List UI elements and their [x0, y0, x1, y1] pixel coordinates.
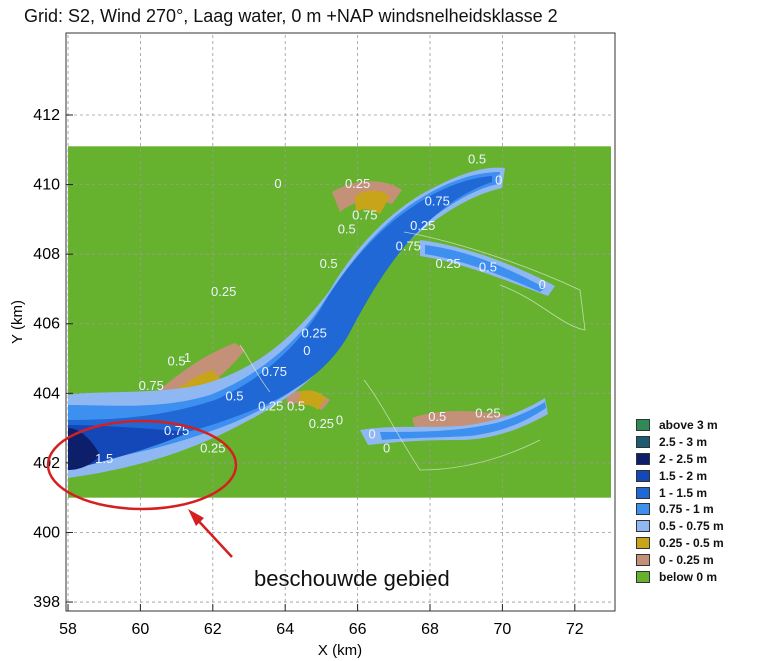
contour-label: 1.5: [95, 451, 113, 466]
legend-swatch: [636, 452, 650, 465]
legend-label: 0.25 - 0.5 m: [659, 535, 724, 550]
contour-label: 0.75: [396, 239, 421, 254]
contour-label: 0.5: [168, 353, 186, 368]
legend-label: 2 - 2.5 m: [659, 451, 708, 466]
contour-label: 0: [274, 176, 281, 191]
contour-label: 0.5: [338, 221, 356, 236]
contour-label: 0.25: [410, 218, 435, 233]
x-tick-label: 66: [349, 621, 367, 638]
legend-swatch: [636, 536, 650, 549]
deepest-blue-mouth: [68, 428, 100, 470]
y-tick-label: 408: [33, 246, 60, 263]
x-tick-label: 58: [59, 621, 77, 638]
contour-label: 0: [383, 440, 390, 455]
x-axis-label: X (km): [318, 642, 362, 659]
yellow-zone-centre: [298, 390, 326, 410]
legend-label: 1.5 - 2 m: [659, 468, 708, 483]
x-tick-label: 70: [494, 621, 512, 638]
y-tick-label: 410: [33, 177, 60, 194]
legend-swatch: [636, 503, 650, 516]
legend-item: below 0 m: [636, 568, 724, 585]
contour-label: 0: [495, 173, 502, 188]
legend-label: 0.75 - 1 m: [659, 502, 714, 517]
legend-swatch: [636, 486, 650, 499]
legend-swatch: [636, 570, 650, 583]
outline-contours: [239, 231, 586, 471]
annotation-arrow: [188, 509, 233, 558]
legend-item: above 3 m: [636, 417, 724, 434]
x-tick-label: 72: [566, 621, 584, 638]
contour-label: 0.25: [435, 256, 460, 271]
legend-swatch: [636, 520, 650, 533]
legend-item: 2 - 2.5 m: [636, 451, 724, 468]
legend-label: 1 - 1.5 m: [659, 485, 708, 500]
legend-label: 0.5 - 0.75 m: [659, 519, 724, 534]
legend-swatch: [636, 469, 650, 482]
y-tick-label: 404: [33, 385, 60, 402]
contour-label: 1: [184, 350, 191, 365]
contour-label: 0.25: [475, 406, 500, 421]
contour-label: 0.5: [479, 260, 497, 275]
y-tick-label: 406: [33, 316, 60, 333]
annotation-label: beschouwde gebied: [254, 566, 450, 591]
contour-label: 0.5: [320, 256, 338, 271]
contour-label: 0.25: [302, 326, 327, 341]
contour-label: 0.75: [164, 423, 189, 438]
outline-south: [363, 379, 541, 471]
contour-label: 0.25: [258, 399, 283, 414]
contour-label: 0.5: [287, 399, 305, 414]
contour-label: 0.5: [468, 152, 486, 167]
legend-label: above 3 m: [659, 418, 718, 433]
outline-west: [239, 344, 271, 393]
contour-label: 0.5: [225, 388, 243, 403]
legend-item: 0 - 0.25 m: [636, 551, 724, 568]
medium-blue-east-arm: [425, 245, 545, 292]
legend-label: 2.5 - 3 m: [659, 435, 708, 450]
x-tick-label: 62: [204, 621, 222, 638]
y-tick-label: 402: [33, 455, 60, 472]
legend-item: 1 - 1.5 m: [636, 484, 724, 501]
contour-label: 0: [336, 413, 343, 428]
legend-item: 1.5 - 2 m: [636, 467, 724, 484]
legend-item: 2.5 - 3 m: [636, 434, 724, 451]
contour-label: 0.25: [345, 176, 370, 191]
contour-label: 0.5: [428, 409, 446, 424]
legend-item: 0.5 - 0.75 m: [636, 518, 724, 535]
channel-deep-blue: [68, 176, 492, 456]
contour-label: 0.75: [352, 207, 377, 222]
yellow-zone-north: [355, 190, 390, 214]
deep-blue-main: [68, 176, 492, 456]
y-tick-label: 412: [33, 107, 60, 124]
legend-item: 0.75 - 1 m: [636, 501, 724, 518]
contour-label: 0.75: [139, 378, 164, 393]
legend-item: 0.25 - 0.5 m: [636, 535, 724, 552]
legend-swatch: [636, 436, 650, 449]
y-axis-label: Y (km): [9, 300, 26, 344]
contour-label: 0: [539, 277, 546, 292]
channel-darker-blue: [68, 425, 190, 470]
x-tick-label: 64: [276, 621, 294, 638]
legend-swatch: [636, 553, 650, 566]
x-tick-label: 60: [132, 621, 150, 638]
chart-title: Grid: S2, Wind 270°, Laag water, 0 m +NA…: [24, 6, 558, 26]
y-tick-label: 398: [33, 594, 60, 611]
contour-label: 0.25: [211, 284, 236, 299]
medium-blue-south-arm: [380, 402, 546, 440]
annotation-ellipse: [46, 419, 238, 511]
darker-blue-mouth: [68, 425, 190, 470]
contour-label: 0.25: [309, 416, 334, 431]
outline-east: [403, 231, 586, 331]
x-tick-label: 68: [421, 621, 439, 638]
y-tick-label: 400: [33, 524, 60, 541]
contour-label: 0.25: [200, 440, 225, 455]
contour-label: 0.75: [262, 364, 287, 379]
legend-label: below 0 m: [659, 569, 718, 584]
contour-label: 0: [368, 427, 375, 442]
contour-label: 0: [303, 343, 310, 358]
contour-label: 0.75: [425, 193, 450, 208]
legend-swatch: [636, 419, 650, 432]
legend-label: 0 - 0.25 m: [659, 552, 714, 567]
